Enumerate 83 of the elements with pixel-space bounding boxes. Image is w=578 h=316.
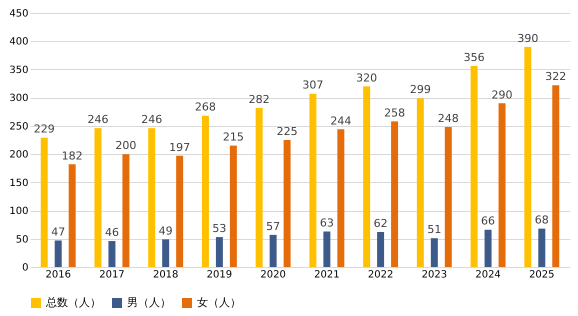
data-label: 53: [212, 222, 226, 236]
legend-label: 女（人）: [197, 296, 241, 309]
bar: [54, 240, 62, 267]
legend-label: 总数（人）: [45, 296, 101, 309]
data-label: 268: [194, 100, 216, 114]
x-tick-label: 2018: [152, 270, 178, 280]
y-tick-label: 350: [9, 64, 28, 76]
bar: [524, 46, 532, 267]
data-label: 225: [276, 125, 298, 138]
bar: [484, 230, 492, 267]
x-tick-label: 2025: [529, 270, 555, 280]
bar: [148, 128, 156, 267]
data-label: 390: [517, 32, 538, 45]
bar: [444, 127, 452, 267]
bar: [416, 98, 424, 267]
data-label: 63: [320, 216, 334, 230]
legend-label: 男（人）: [127, 296, 171, 309]
y-tick-label: 450: [9, 8, 28, 20]
y-tick-label: 100: [9, 206, 28, 218]
data-label: 68: [534, 214, 549, 227]
data-label: 322: [545, 70, 566, 84]
bar: [552, 85, 560, 267]
bar: [216, 237, 223, 267]
data-label: 215: [222, 130, 244, 144]
bar: [377, 232, 384, 267]
x-tick-label: 2016: [45, 270, 71, 280]
data-label: 299: [410, 83, 431, 96]
bar: [470, 66, 478, 267]
bar: [176, 156, 184, 267]
data-label: 49: [158, 224, 173, 238]
data-label: 258: [384, 106, 406, 120]
bar: [108, 241, 116, 267]
x-tick-label: 2017: [99, 270, 125, 280]
bar: [538, 228, 546, 267]
y-tick-label: 200: [9, 150, 28, 161]
data-label: 356: [464, 51, 485, 64]
bar: [391, 121, 398, 267]
data-label: 47: [51, 225, 66, 238]
bar: [256, 108, 263, 267]
x-tick-label: 2021: [314, 270, 340, 280]
bar: [94, 128, 102, 267]
data-label: 66: [481, 214, 496, 228]
data-label: 229: [34, 122, 55, 136]
x-tick-label: 2020: [260, 270, 286, 280]
x-tick-label: 2023: [422, 270, 448, 280]
data-label: 282: [248, 92, 270, 106]
data-label: 246: [87, 113, 108, 126]
data-label: 320: [356, 71, 378, 84]
bar: [498, 103, 506, 267]
y-tick-label: 400: [9, 36, 28, 48]
data-label: 200: [115, 139, 136, 152]
y-tick-label: 50: [16, 234, 28, 246]
data-label: 51: [427, 223, 442, 236]
bar: [323, 231, 330, 267]
data-label: 244: [330, 114, 352, 128]
data-label: 307: [302, 78, 324, 92]
bar: [430, 238, 438, 267]
bar: [284, 140, 291, 267]
bar: [122, 154, 130, 267]
y-tick-label: 0: [22, 262, 28, 274]
data-label: 290: [492, 88, 513, 102]
data-label: 197: [169, 140, 190, 154]
bar: [337, 129, 344, 267]
x-tick-label: 2019: [206, 270, 232, 280]
data-label: 248: [438, 112, 459, 126]
bar: [270, 234, 277, 267]
data-label: 46: [104, 226, 119, 240]
bar: [68, 164, 76, 267]
x-tick-label: 2022: [368, 270, 394, 280]
bar: [162, 239, 170, 267]
data-label: 246: [141, 113, 162, 126]
bar: [40, 138, 48, 267]
data-label: 62: [374, 217, 388, 230]
x-tick-label: 2024: [475, 270, 501, 280]
bar: [309, 94, 316, 267]
y-tick-label: 250: [9, 121, 28, 132]
data-label: 182: [62, 149, 83, 162]
data-label: 57: [266, 220, 280, 233]
bar: [230, 146, 237, 267]
bar: [202, 116, 209, 267]
bar: [363, 86, 370, 267]
y-tick-label: 300: [9, 93, 28, 104]
y-tick-label: 150: [9, 178, 28, 189]
